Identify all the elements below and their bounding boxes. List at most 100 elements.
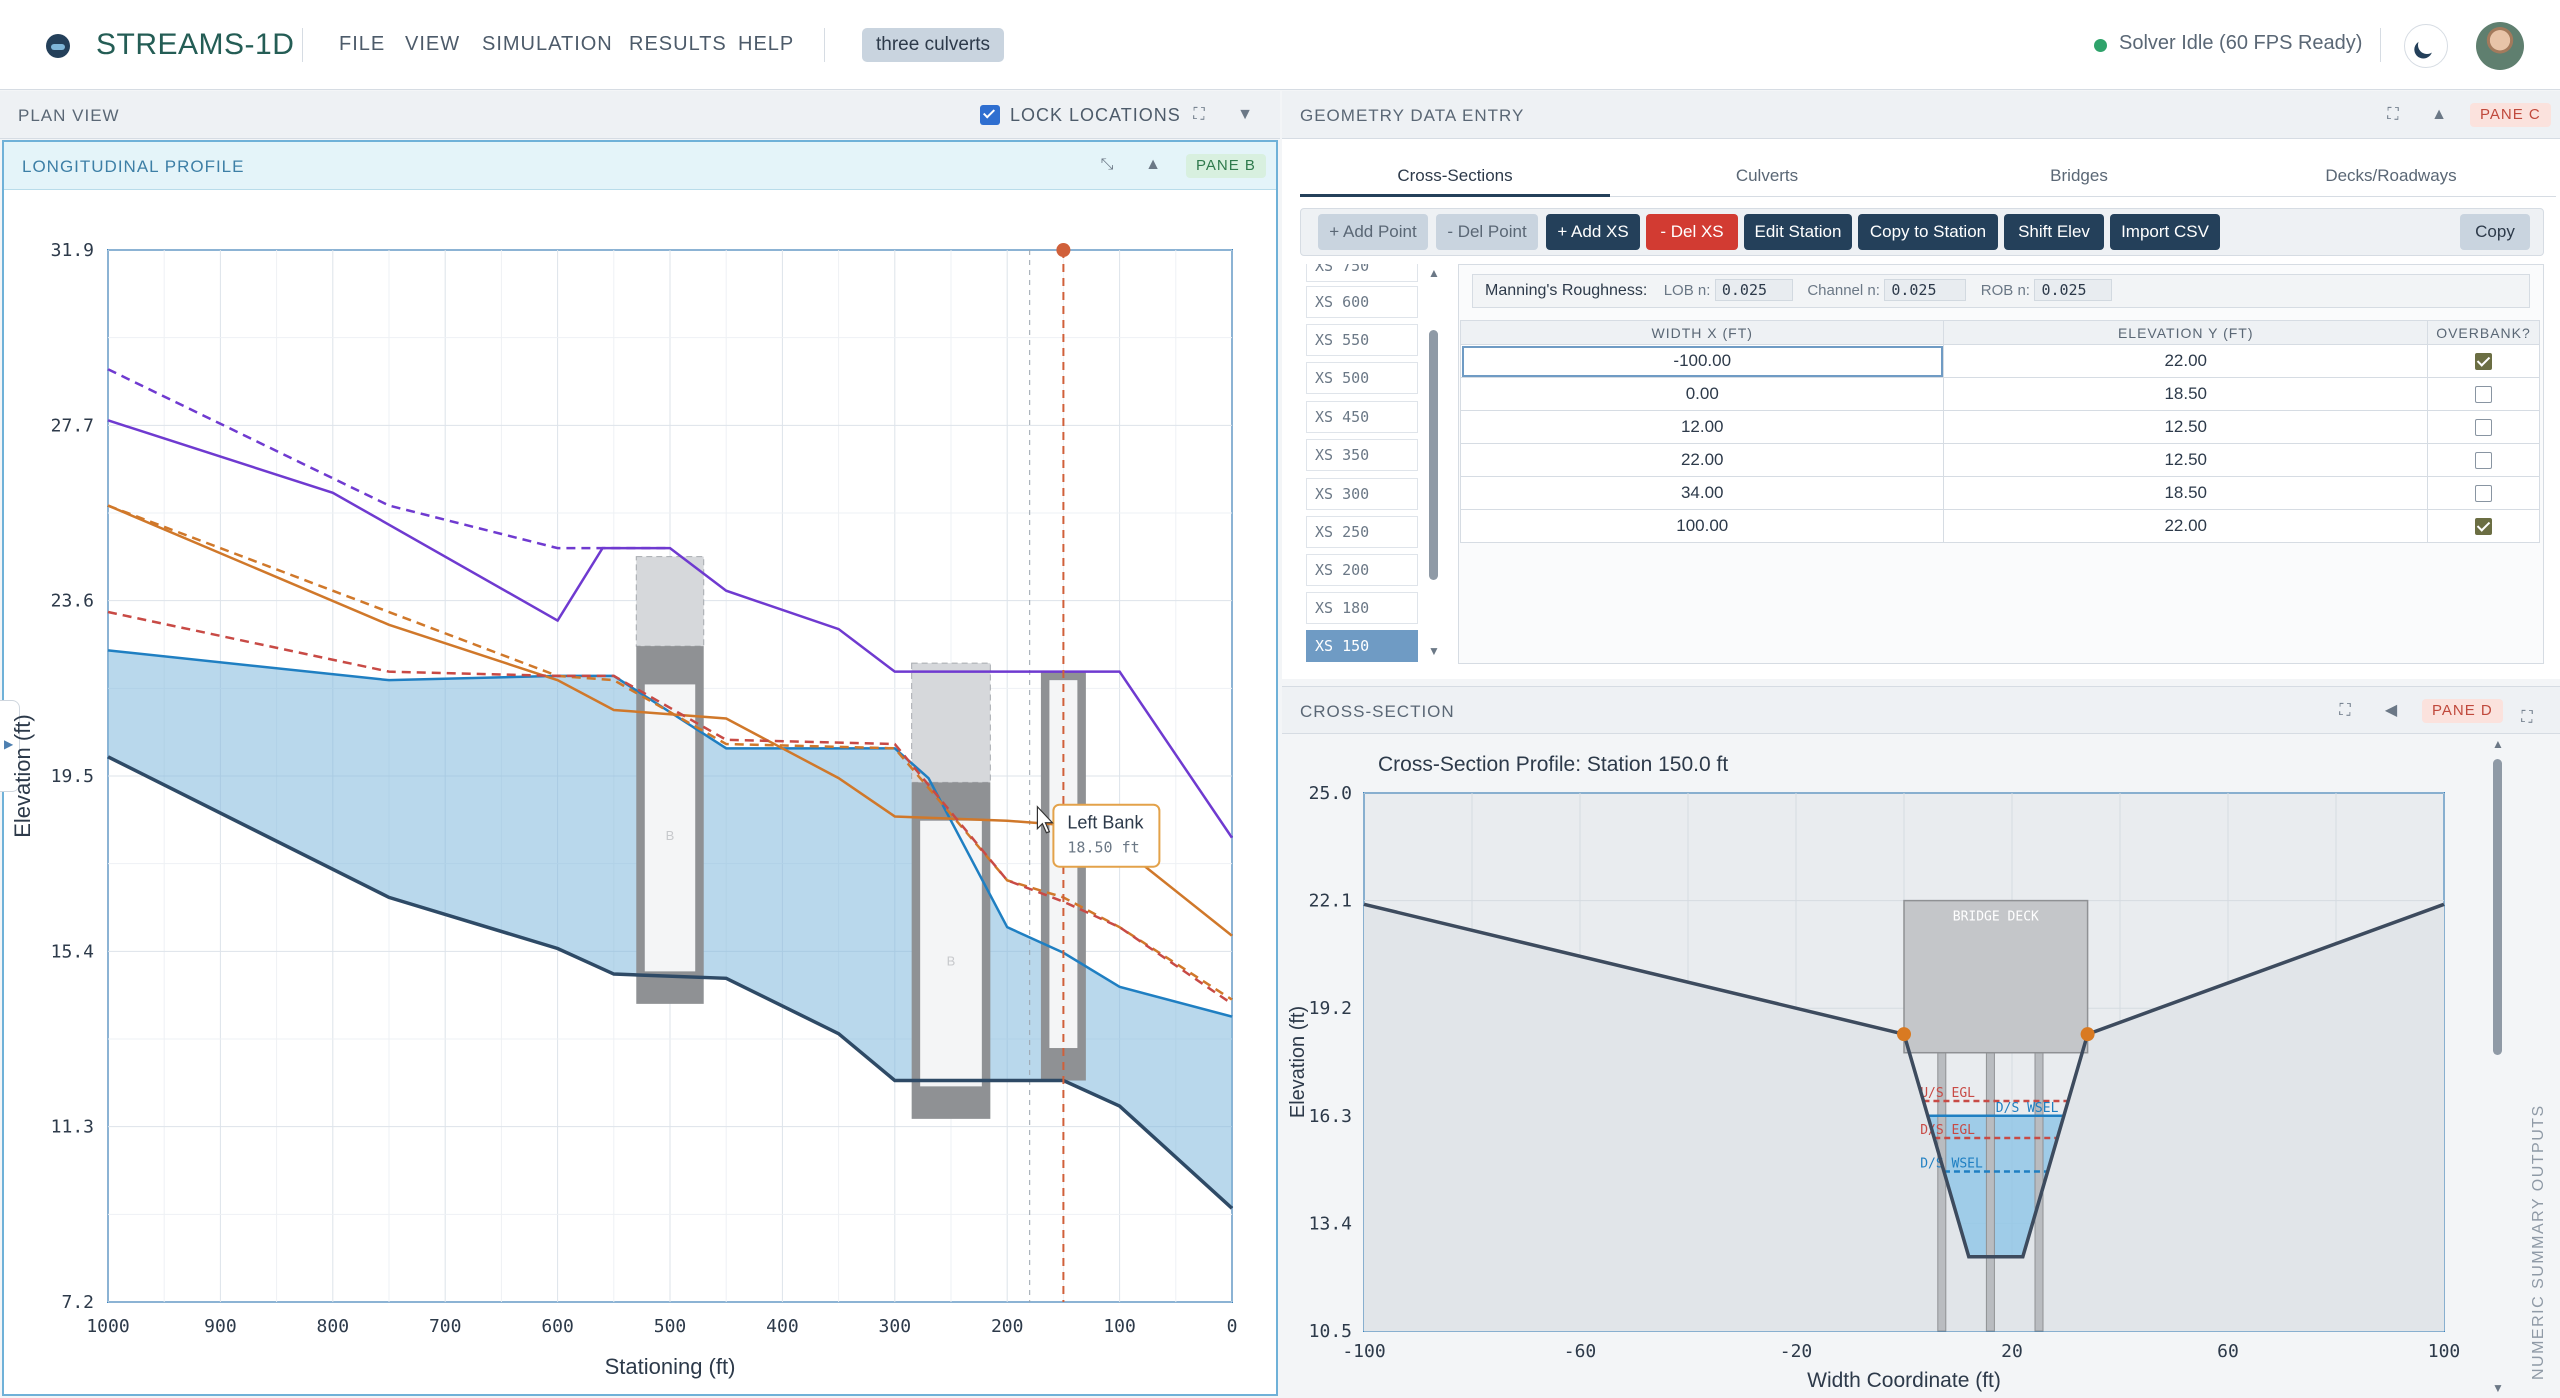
bank-point-handle <box>2080 1027 2095 1042</box>
dark-mode-toggle[interactable] <box>2404 24 2448 68</box>
pane-badge: PANE D <box>2422 699 2503 723</box>
station-item[interactable]: XS 300 <box>1306 478 1418 510</box>
user-avatar[interactable] <box>2476 22 2524 70</box>
geometry-header: GEOMETRY DATA ENTRY ⛶ ▲ PANE C <box>1282 91 2560 139</box>
add-xs-button[interactable]: + Add XS <box>1546 214 1640 250</box>
y-tick-label: 19.5 <box>51 766 94 787</box>
chevron-right-icon: ▶ <box>4 737 14 751</box>
edit-station-button[interactable]: Edit Station <box>1744 214 1852 250</box>
chevron-up-icon[interactable]: ▲ <box>1145 156 1161 173</box>
project-chip[interactable]: three culverts <box>862 28 1005 62</box>
column-header[interactable]: WIDTH X (FT) <box>1459 320 1945 345</box>
menu-help[interactable]: HELP <box>738 33 795 55</box>
expand-icon[interactable]: ⛶ <box>1193 106 1205 123</box>
width-x-cell[interactable]: 100.00 <box>1459 509 1945 543</box>
y-tick-label: 16.3 <box>1309 1106 1352 1127</box>
numeric-summary-tab[interactable]: NUMERIC SUMMARY OUTPUTS <box>2530 1104 2547 1380</box>
x-tick-label: -100 <box>1342 1341 1385 1362</box>
tab-culverts[interactable]: Culverts <box>1735 166 1799 185</box>
plan-view-title: PLAN VIEW <box>18 106 120 125</box>
elevation-y-cell[interactable]: 22.00 <box>1943 344 2428 378</box>
overbank-checkbox[interactable] <box>2475 386 2492 404</box>
width-x-cell[interactable]: 0.00 <box>1459 377 1945 411</box>
del-xs-button[interactable]: - Del XS <box>1646 214 1738 250</box>
expand-icon[interactable]: ⛶ <box>2521 709 2533 726</box>
station-item[interactable]: XS 450 <box>1306 401 1418 433</box>
menu-simulation[interactable]: SIMULATION <box>482 33 613 55</box>
collapse-icon[interactable]: ⤡ <box>1100 156 1114 173</box>
del-point-button[interactable]: - Del Point <box>1436 214 1538 250</box>
chevron-down-icon[interactable]: ▼ <box>1237 106 1253 123</box>
width-x-cell[interactable]: -100.00 <box>1459 344 1945 378</box>
y-tick-label: 13.4 <box>1309 1213 1352 1234</box>
elevation-y-cell[interactable]: 18.50 <box>1943 377 2428 411</box>
width-x-cell[interactable]: 34.00 <box>1459 476 1945 510</box>
elevation-y-cell[interactable]: 12.50 <box>1943 443 2428 477</box>
tab-bridges[interactable]: Bridges <box>2050 166 2108 185</box>
water-level-label: D/S WSEL <box>1920 1156 1983 1171</box>
side-drawer-handle[interactable]: ▶ <box>0 700 20 792</box>
overbank-checkbox[interactable] <box>2475 452 2492 470</box>
station-item[interactable]: XS 350 <box>1306 439 1418 471</box>
table-row: 22.00 12.50 <box>1459 443 2540 477</box>
station-item[interactable]: XS 200 <box>1306 554 1418 586</box>
station-item[interactable]: XS 180 <box>1306 592 1418 624</box>
station-item-active[interactable]: XS 150 <box>1306 630 1418 662</box>
x-tick-label: 900 <box>204 1316 237 1337</box>
geometry-tabs: Cross-Sections Culverts Bridges Decks/Ro… <box>1300 155 2556 197</box>
menu-view[interactable]: VIEW <box>405 33 461 55</box>
station-item[interactable]: XS 750 <box>1306 264 1418 282</box>
profile-header: LONGITUDINAL PROFILE ⤡ ▲ PANE B <box>4 142 1276 190</box>
copy-to-station-button[interactable]: Copy to Station <box>1858 214 1998 250</box>
column-header[interactable]: ELEVATION Y (FT) <box>1943 320 2428 345</box>
overbank-checkbox[interactable] <box>2475 419 2492 437</box>
copy-button[interactable]: Copy <box>2460 214 2530 250</box>
geometry-title: GEOMETRY DATA ENTRY <box>1300 106 1525 125</box>
pane-badge: PANE C <box>2470 103 2551 127</box>
channel-n-input[interactable]: 0.025 <box>1884 279 1967 301</box>
overbank-checkbox[interactable] <box>2475 518 2492 536</box>
culvert-embankment <box>911 662 991 783</box>
lock-locations-checkbox[interactable] <box>980 105 1000 125</box>
expand-icon[interactable]: ⛶ <box>2339 702 2351 719</box>
elevation-y-cell[interactable]: 18.50 <box>1943 476 2428 510</box>
station-item[interactable]: XS 600 <box>1306 286 1418 318</box>
elevation-y-cell[interactable]: 12.50 <box>1943 410 2428 444</box>
overbank-checkbox[interactable] <box>2475 485 2492 503</box>
column-header[interactable]: OVERBANK? <box>2427 320 2540 345</box>
x-axis-label: Stationing (ft) <box>605 1354 736 1379</box>
divider <box>824 28 825 62</box>
import-csv-button[interactable]: Import CSV <box>2110 214 2220 250</box>
chevron-up-icon[interactable]: ▲ <box>2431 106 2447 123</box>
elevation-y-cell[interactable]: 22.00 <box>1943 509 2428 543</box>
tab-decks-roadways[interactable]: Decks/Roadways <box>2325 166 2457 185</box>
scroll-thumb[interactable] <box>2493 759 2502 1055</box>
shift-elev-button[interactable]: Shift Elev <box>2004 214 2104 250</box>
width-x-cell[interactable]: 12.00 <box>1459 410 1945 444</box>
culvert-barrel <box>643 683 697 973</box>
add-point-button[interactable]: + Add Point <box>1318 214 1428 250</box>
pier <box>1985 1052 1995 1332</box>
width-x-cell[interactable]: 22.00 <box>1459 443 1945 477</box>
menu-results[interactable]: RESULTS <box>629 33 727 55</box>
rob-n-input[interactable]: 0.025 <box>2034 279 2113 301</box>
tab-cross-sections[interactable]: Cross-Sections <box>1300 155 1610 197</box>
expand-icon[interactable]: ⛶ <box>2387 106 2399 123</box>
xs-scrollbar[interactable]: ▲ ▼ <box>2486 735 2510 1398</box>
lob-n-input[interactable]: 0.025 <box>1714 279 1793 301</box>
overbank-checkbox[interactable] <box>2475 353 2492 371</box>
cross-section-chart[interactable]: Cross-Section Profile: Station 150.0 ft B… <box>1282 735 2482 1398</box>
y-tick-label: 31.9 <box>51 240 94 261</box>
menu-file[interactable]: FILE <box>339 33 386 55</box>
scroll-down-icon: ▼ <box>2492 1381 2504 1395</box>
station-list-scrollbar[interactable]: ▲ ▼ <box>1426 264 1440 664</box>
cursor-handle <box>1056 243 1071 257</box>
station-item[interactable]: XS 500 <box>1306 362 1418 394</box>
scroll-up-icon: ▲ <box>2492 737 2504 751</box>
scroll-thumb[interactable] <box>1429 330 1438 580</box>
scroll-up-icon: ▲ <box>1428 266 1440 280</box>
chevron-left-icon[interactable]: ◀ <box>2384 702 2398 719</box>
station-item[interactable]: XS 550 <box>1306 324 1418 356</box>
station-item[interactable]: XS 250 <box>1306 516 1418 548</box>
